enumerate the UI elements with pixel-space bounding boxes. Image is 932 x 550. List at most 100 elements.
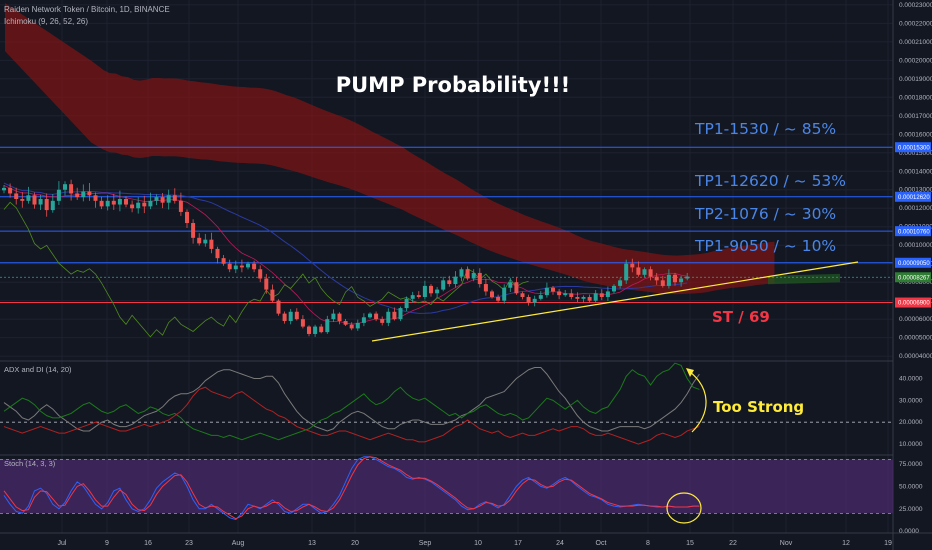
time-tick-label: 8 xyxy=(646,540,650,547)
candle-body xyxy=(514,282,519,294)
candle-body xyxy=(471,272,476,279)
time-tick-label: 13 xyxy=(308,540,316,547)
stoch-highlight-circle xyxy=(666,492,702,524)
candle-body xyxy=(20,198,25,201)
candle-body xyxy=(368,313,372,318)
candle-body xyxy=(648,269,653,277)
too-strong-label: Too Strong xyxy=(713,398,804,416)
candle-body xyxy=(459,269,464,277)
time-axis: Jul 9 16 23 Aug 13 20 Sep 10 17 24 Oct 8 15 22 Nov 12 19 xyxy=(58,540,892,547)
candle-body xyxy=(288,311,293,322)
support-trendline xyxy=(371,261,859,342)
candle-body xyxy=(215,248,220,259)
candle-body xyxy=(154,197,159,201)
price-candles xyxy=(2,179,690,337)
candle-body xyxy=(612,285,616,292)
candle-body xyxy=(538,295,543,299)
stop-label: ST / 69 xyxy=(712,308,770,326)
candle-body xyxy=(453,276,458,285)
candle-body xyxy=(142,202,147,207)
adx-series xyxy=(3,362,700,445)
stoch-tick-label: 0.0000 xyxy=(899,528,919,535)
candle-body xyxy=(544,287,549,296)
price-tick-label: 0.00019000 xyxy=(899,76,932,83)
candle-body xyxy=(264,278,269,290)
level-tag xyxy=(895,272,931,283)
candle-body xyxy=(209,239,214,249)
time-tick-label: 20 xyxy=(351,540,359,547)
candle-body xyxy=(136,202,141,209)
candle-body xyxy=(624,263,629,281)
candle-body xyxy=(551,287,555,292)
adx-line-0 xyxy=(3,367,700,432)
candle-body xyxy=(532,298,537,303)
candle-body xyxy=(252,263,257,270)
level-tag-text: 0.00008267 xyxy=(898,275,930,281)
candle-body xyxy=(593,293,598,301)
candle-body xyxy=(557,291,562,296)
candle-body xyxy=(575,296,580,299)
time-tick-label: 23 xyxy=(185,540,193,547)
candle-body xyxy=(56,189,61,201)
candle-body xyxy=(8,187,13,194)
candle-body xyxy=(660,280,665,286)
candle-body xyxy=(172,195,177,201)
candle-body xyxy=(502,287,507,301)
candle-body xyxy=(319,326,324,333)
candle-body xyxy=(587,296,592,301)
time-tick-label: 9 xyxy=(105,540,109,547)
candle-body xyxy=(246,263,250,268)
candle-body xyxy=(520,293,525,297)
candle-body xyxy=(447,280,452,285)
level-tag-text: 0.00006900 xyxy=(898,301,930,307)
candle-body xyxy=(337,313,342,322)
candle-body xyxy=(105,200,110,207)
kijun-line xyxy=(3,182,688,314)
candle-body xyxy=(441,280,446,290)
level-tag xyxy=(895,297,931,308)
candle-body xyxy=(422,285,427,297)
adx-legend: ADX and DI (14, 20) xyxy=(4,365,72,374)
candle-body xyxy=(69,184,74,194)
candle-body xyxy=(233,265,238,270)
candle-body xyxy=(63,184,67,190)
time-tick-label: Sep xyxy=(419,540,432,547)
candle-body xyxy=(166,195,171,203)
candle-body xyxy=(605,291,610,297)
candle-body xyxy=(75,193,80,198)
level-tag xyxy=(895,142,931,153)
candle-body xyxy=(355,322,360,329)
price-tick-label: 0.00014000 xyxy=(899,168,932,175)
time-tick-label: 15 xyxy=(686,540,694,547)
candle-body xyxy=(2,187,6,191)
price-tick-label: 0.00018000 xyxy=(899,94,932,101)
candle-body xyxy=(160,197,165,203)
candle-body xyxy=(581,296,586,299)
adx-line-1 xyxy=(3,362,700,441)
candle-body xyxy=(380,319,385,323)
candle-body xyxy=(14,193,19,199)
candle-body xyxy=(508,282,513,288)
level-tag xyxy=(895,191,931,202)
candle-body xyxy=(435,289,440,294)
level-tag-text: 0.00015300 xyxy=(898,145,930,151)
candle-body xyxy=(331,313,336,320)
candle-body xyxy=(374,313,379,320)
candle-body xyxy=(465,269,470,279)
candle-body xyxy=(630,263,635,268)
price-tick-label: 0.00012000 xyxy=(899,205,932,212)
stoch-line-0 xyxy=(3,456,700,521)
time-tick-label: 17 xyxy=(514,540,522,547)
candle-body xyxy=(398,308,403,320)
candle-body xyxy=(124,198,128,205)
stoch-legend: Stoch (14, 3, 3) xyxy=(4,459,56,468)
candle-body xyxy=(666,274,671,286)
candle-body xyxy=(325,319,330,333)
candle-body xyxy=(386,311,391,323)
candle-body xyxy=(636,267,641,275)
adx-axis: 40.0000 30.0000 20.0000 10.0000 xyxy=(899,375,923,448)
candle-body xyxy=(191,223,196,238)
candle-body xyxy=(87,191,92,196)
candle-body xyxy=(197,237,202,244)
candle-body xyxy=(111,200,116,205)
